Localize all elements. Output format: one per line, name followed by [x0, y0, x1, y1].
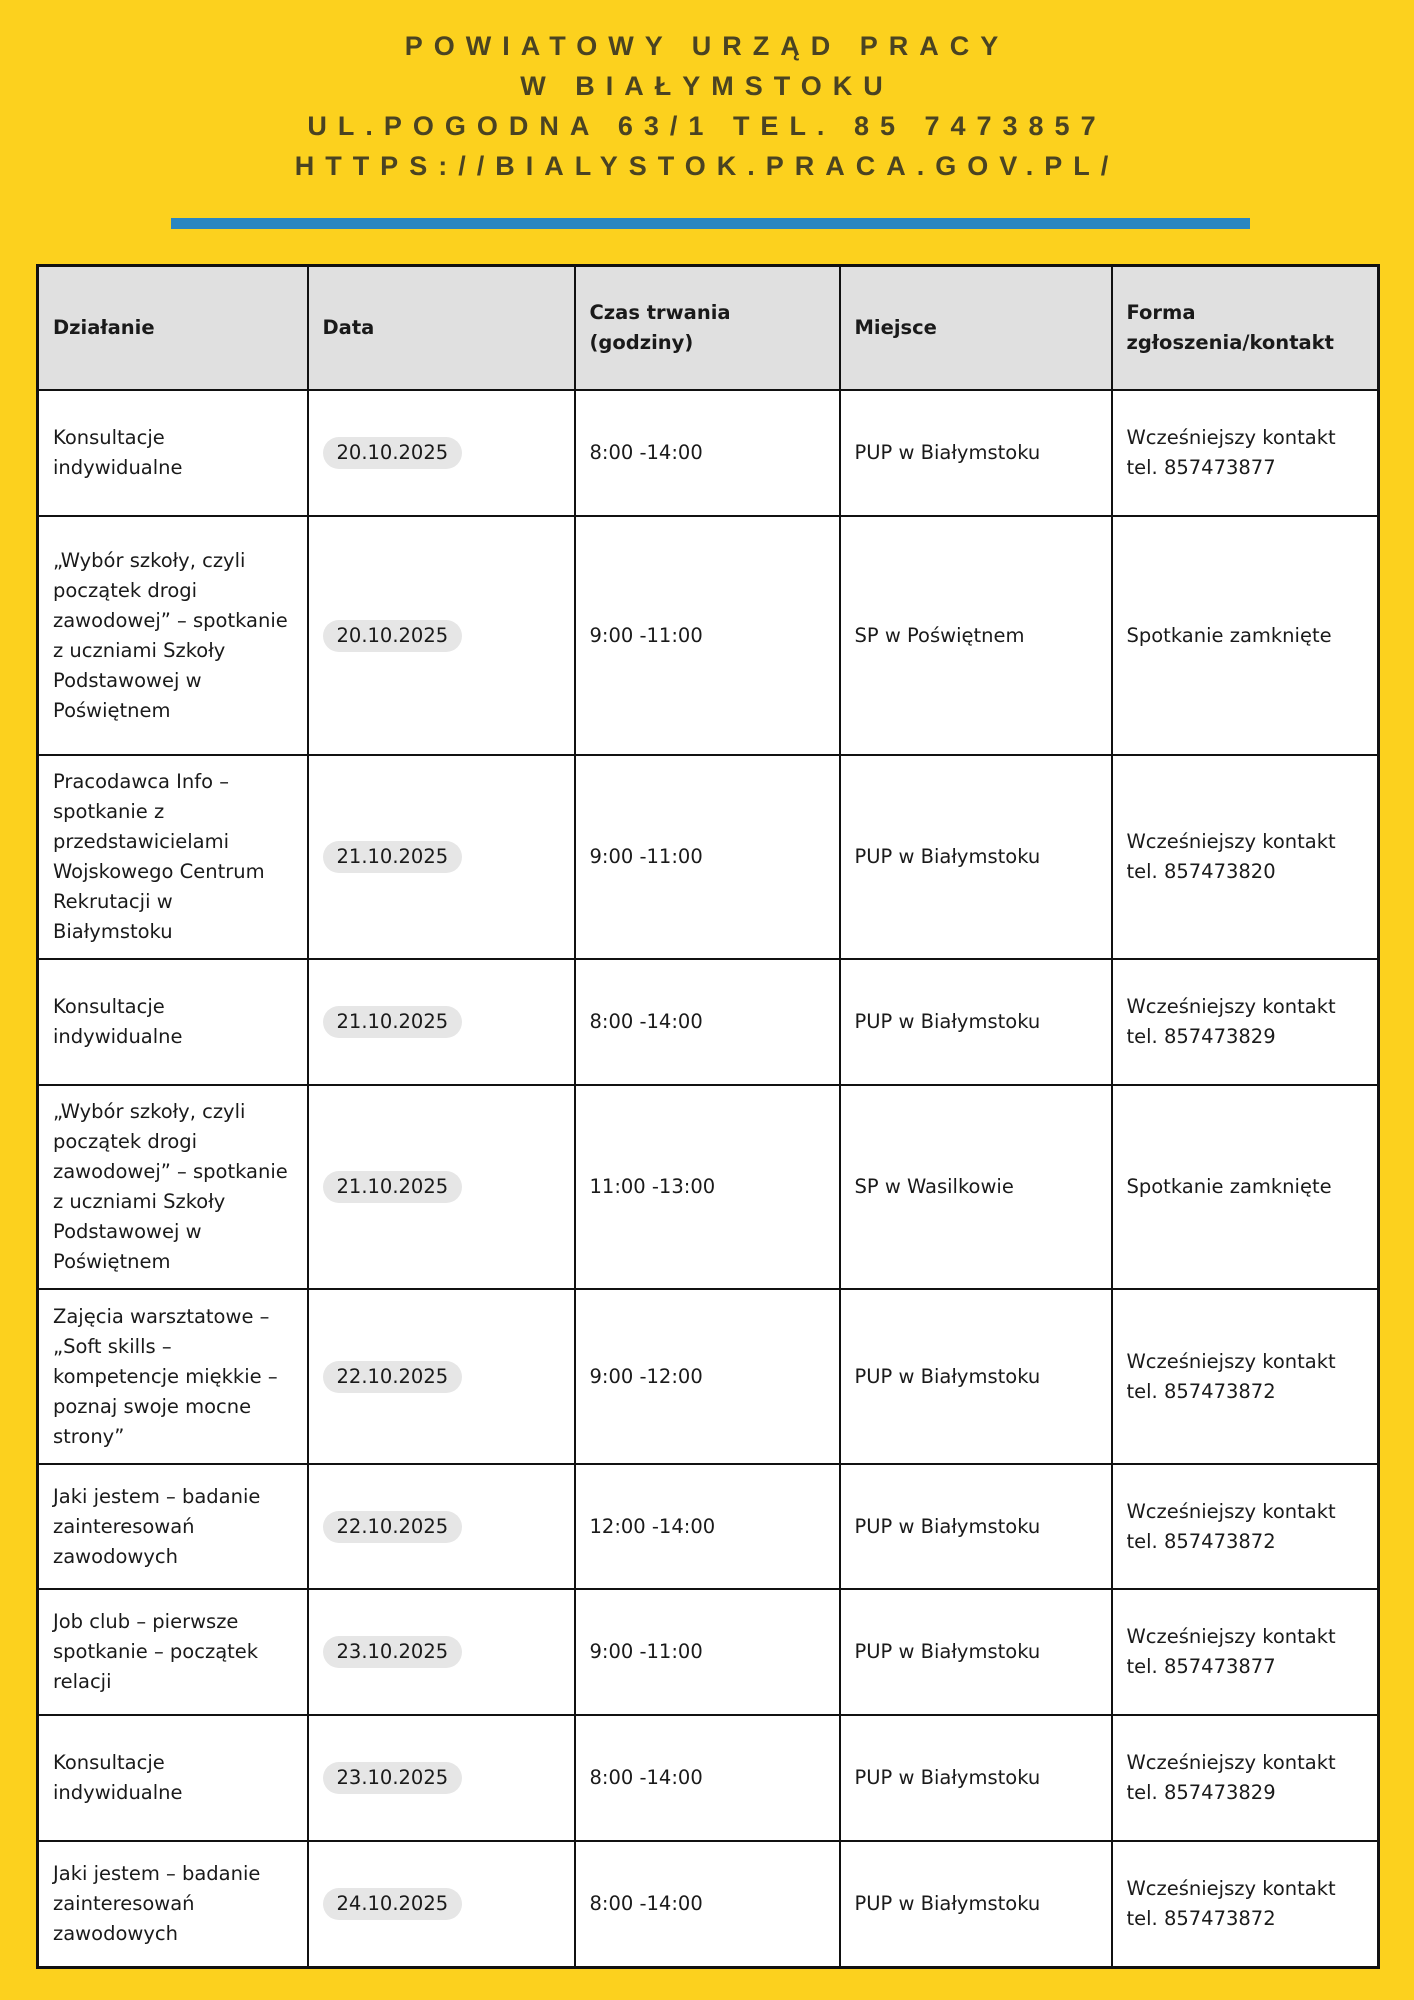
contact-cell: Wcześniejszy kontakt tel. 857473820 [1110, 754, 1380, 960]
place-cell: SP w Wasilkowie [838, 1084, 1113, 1290]
place-cell: PUP w Białymstoku [838, 1463, 1113, 1590]
date-cell: 21.10.2025 [306, 754, 576, 960]
schedule-table: Działanie Data Czas trwania (godziny) Mi… [36, 264, 1380, 1969]
column-header-action: Działanie [36, 264, 309, 391]
duration-cell: 9:00 -12:00 [573, 1288, 841, 1465]
column-header-contact: Forma zgłoszenia/kontakt [1110, 264, 1380, 391]
action-cell: Pracodawca Info – spotkanie z przedstawi… [36, 754, 309, 960]
header-line-3: UL.POGODNA 63/1 TEL. 85 7473857 [307, 111, 1107, 141]
place-cell: PUP w Białymstoku [838, 1588, 1113, 1716]
table-row: Konsultacje indywidualne 20.10.2025 8:00 -… [36, 389, 1380, 517]
table-row: Jaki jestem – badanie zainteresowań zawo… [36, 1840, 1380, 1968]
date-cell: 22.10.2025 [306, 1463, 576, 1590]
duration-cell: 8:00 -14:00 [573, 1840, 841, 1968]
date-cell: 20.10.2025 [306, 389, 576, 517]
duration-cell: 8:00 -14:00 [573, 389, 841, 517]
date-badge: 22.10.2025 [322, 1360, 463, 1393]
action-cell: Job club – pierwsze spotkanie – początek… [36, 1588, 309, 1716]
date-badge: 22.10.2025 [322, 1510, 463, 1543]
table-row: Konsultacje indywidualne 21.10.2025 8:00 -… [36, 958, 1380, 1086]
date-cell: 21.10.2025 [306, 1084, 576, 1290]
contact-cell: Wcześniejszy kontakt tel. 857473872 [1110, 1288, 1380, 1465]
action-cell: Konsultacje indywidualne [36, 1714, 309, 1842]
duration-cell: 12:00 -14:00 [573, 1463, 841, 1590]
date-badge: 24.10.2025 [322, 1887, 463, 1920]
date-cell: 23.10.2025 [306, 1714, 576, 1842]
place-cell: SP w Poświętnem [838, 515, 1113, 756]
column-header-place: Miejsce [838, 264, 1113, 391]
date-cell: 20.10.2025 [306, 515, 576, 756]
table-row: Pracodawca Info – spotkanie z przedstawi… [36, 754, 1380, 960]
contact-cell: Wcześniejszy kontakt tel. 857473872 [1110, 1840, 1380, 1968]
action-cell: Konsultacje indywidualne [36, 958, 309, 1086]
contact-cell: Spotkanie zamknięte [1110, 515, 1380, 756]
contact-cell: Wcześniejszy kontakt tel. 857473872 [1110, 1463, 1380, 1590]
date-cell: 22.10.2025 [306, 1288, 576, 1465]
date-badge: 21.10.2025 [322, 841, 463, 873]
action-cell: Jaki jestem – badanie zainteresowań zawo… [36, 1463, 309, 1590]
table-row: Konsultacje indywidualne 23.10.2025 8:00 -… [36, 1714, 1380, 1842]
table-row: „Wybór szkoły, czyli początek drogi zawo… [36, 1084, 1380, 1290]
duration-cell: 9:00 -11:00 [573, 754, 841, 960]
header-line-2: W BIAŁYMSTOKU [520, 71, 894, 101]
place-cell: PUP w Białymstoku [838, 1288, 1113, 1465]
table-row: „Wybór szkoły, czyli początek drogi zawo… [36, 515, 1380, 756]
date-badge: 20.10.2025 [322, 619, 463, 652]
divider [171, 218, 1250, 229]
date-badge: 23.10.2025 [322, 1636, 463, 1668]
date-badge: 21.10.2025 [322, 1006, 463, 1038]
duration-cell: 11:00 -13:00 [573, 1084, 841, 1290]
place-cell: PUP w Białymstoku [838, 389, 1113, 517]
date-badge: 23.10.2025 [322, 1762, 463, 1794]
date-badge: 20.10.2025 [322, 437, 463, 469]
place-cell: PUP w Białymstoku [838, 958, 1113, 1086]
action-cell: „Wybór szkoły, czyli początek drogi zawo… [36, 1084, 309, 1290]
action-cell: Zajęcia warsztatowe – „Soft skills – kom… [36, 1288, 309, 1465]
duration-cell: 8:00 -14:00 [573, 958, 841, 1086]
header-line-4: HTTPS://BIALYSTOK.PRACA.GOV.PL/ [294, 151, 1120, 181]
contact-cell: Wcześniejszy kontakt tel. 857473877 [1110, 389, 1380, 517]
place-cell: PUP w Białymstoku [838, 1840, 1113, 1968]
contact-cell: Spotkanie zamknięte [1110, 1084, 1380, 1290]
date-cell: 21.10.2025 [306, 958, 576, 1086]
table-row: Jaki jestem – badanie zainteresowań zawo… [36, 1463, 1380, 1590]
header-row: Działanie Data Czas trwania (godziny) Mi… [36, 264, 1380, 391]
date-badge: 21.10.2025 [322, 1171, 463, 1203]
date-cell: 24.10.2025 [306, 1840, 576, 1968]
table-row: Job club – pierwsze spotkanie – początek… [36, 1588, 1380, 1716]
column-header-date: Data [306, 264, 576, 391]
duration-cell: 9:00 -11:00 [573, 515, 841, 756]
contact-cell: Wcześniejszy kontakt tel. 857473829 [1110, 958, 1380, 1086]
date-cell: 23.10.2025 [306, 1588, 576, 1716]
column-header-duration: Czas trwania (godziny) [573, 264, 841, 391]
action-cell: „Wybór szkoły, czyli początek drogi zawo… [36, 515, 309, 756]
place-cell: PUP w Białymstoku [838, 1714, 1113, 1842]
duration-cell: 8:00 -14:00 [573, 1714, 841, 1842]
duration-cell: 9:00 -11:00 [573, 1588, 841, 1716]
action-cell: Konsultacje indywidualne [36, 389, 309, 517]
contact-cell: Wcześniejszy kontakt tel. 857473877 [1110, 1588, 1380, 1716]
header-line-1: POWIATOWY URZĄD PRACY [404, 31, 1010, 61]
action-cell: Jaki jestem – badanie zainteresowań zawo… [36, 1840, 309, 1968]
contact-cell: Wcześniejszy kontakt tel. 857473829 [1110, 1714, 1380, 1842]
place-cell: PUP w Białymstoku [838, 754, 1113, 960]
table-row: Zajęcia warsztatowe – „Soft skills – kom… [36, 1288, 1380, 1465]
